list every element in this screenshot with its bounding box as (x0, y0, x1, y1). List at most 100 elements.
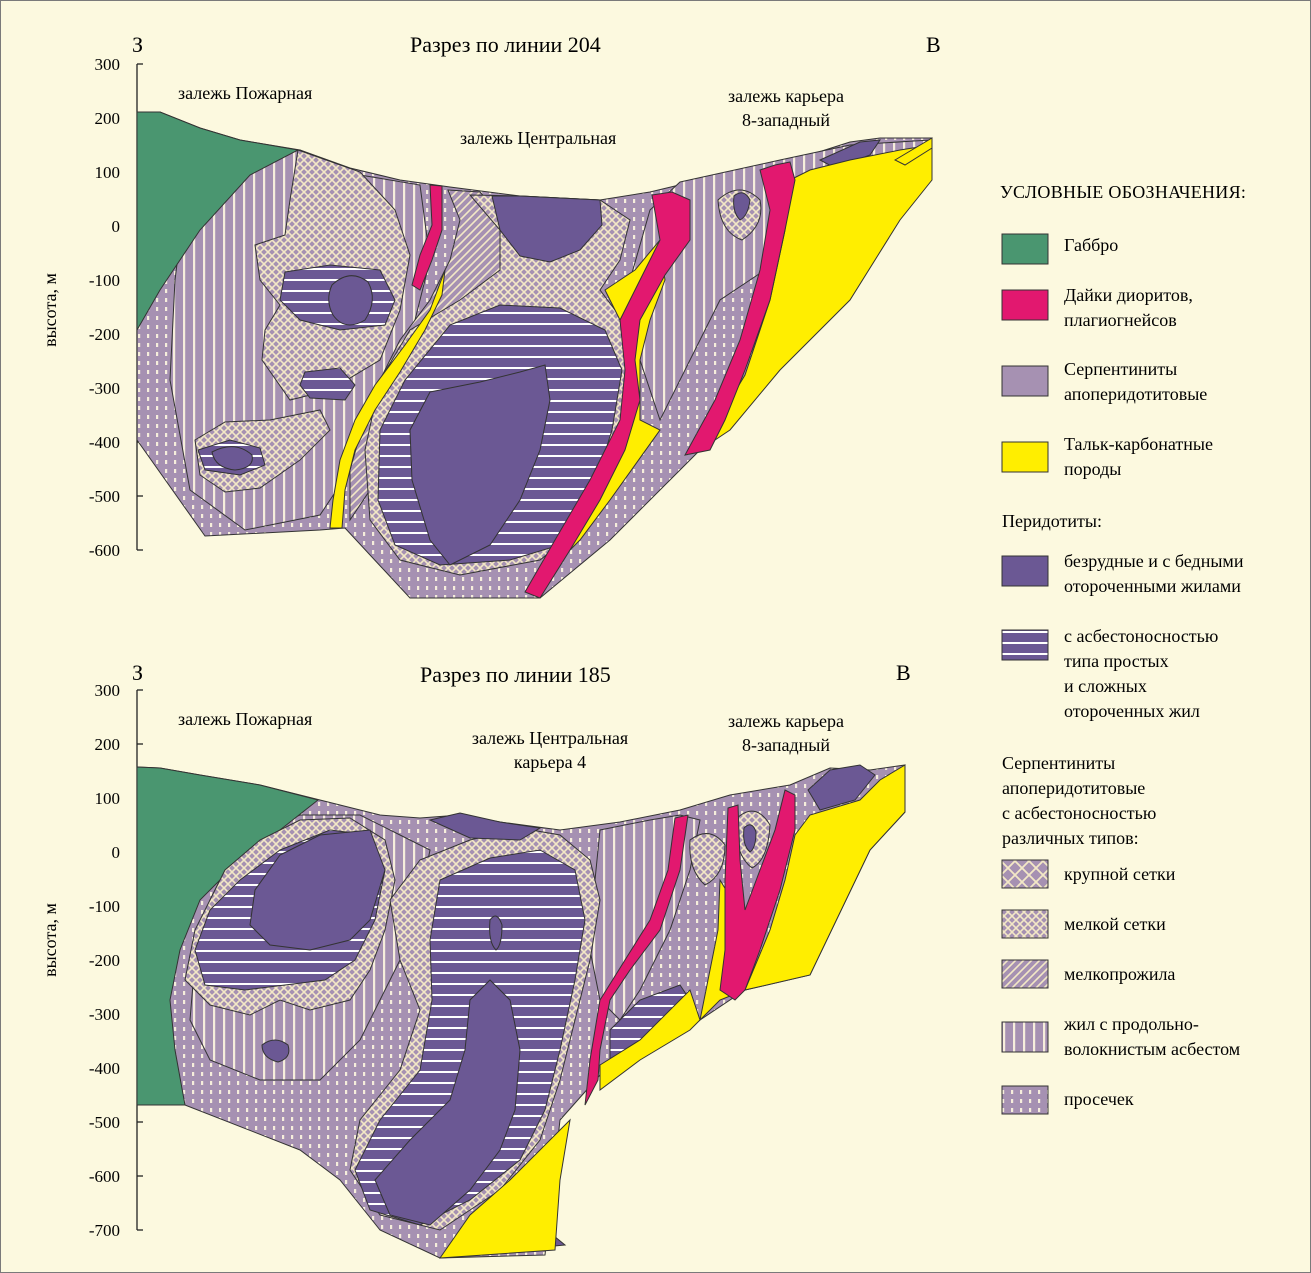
legend-title: УСЛОВНЫЕ ОБОЗНАЧЕНИЯ: (1000, 182, 1246, 202)
deposit-label-quarry-1: залежь карьера (728, 711, 844, 731)
section-title-185: Разрез по линии 185 (420, 662, 611, 687)
peridotite-barren-185-central (374, 979, 521, 1226)
y-tick-labels-204: 300 200 100 0 -100 -200 -300 -400 -500 -… (89, 55, 120, 560)
diorite-dike-east (684, 161, 796, 456)
legend-serp-asb-header-2: апоперидотитовые (1002, 778, 1145, 798)
tick-label: -500 (89, 487, 120, 506)
peridotite-barren-185-east-top (807, 764, 876, 811)
peridotite-barren-left (211, 446, 253, 471)
direction-west-185: З (132, 660, 143, 685)
diorite-dike-center (524, 191, 691, 599)
peridotite-barren-185-pod (261, 1039, 290, 1063)
legend-label-peridotite-barren-1: безрудные и с бедными (1064, 551, 1244, 571)
legend-label-fine-veinlet: мелкопрожила (1064, 964, 1175, 984)
tick-label: 300 (95, 55, 121, 74)
y-axis-label-185: высота, м (40, 903, 60, 977)
legend-label-gabbro: Габбро (1064, 235, 1118, 255)
talc-carbonate-east (699, 144, 933, 451)
serpentinite-fine-mesh-185-east (689, 833, 726, 886)
tick-label: -700 (89, 1221, 120, 1240)
tick-label: -500 (89, 1113, 120, 1132)
legend-swatch-fine-mesh (1001, 909, 1049, 939)
legend-label-peridotite-barren-2: отороченными жилами (1064, 576, 1241, 596)
deposit-label-quarry-2: 8-западный (742, 110, 830, 130)
legend-swatch-gabbro (1001, 233, 1049, 265)
legend-label-peridotite-asbestos-2: типа простых (1064, 651, 1169, 671)
diorite-dike-185-east (719, 789, 796, 1001)
legend-label-peridotite-asbestos-4: отороченных жил (1064, 701, 1200, 721)
tick-label: -200 (89, 325, 120, 344)
section-title-204: Разрез по линии 204 (410, 32, 601, 57)
peridotite-barren-185-west (249, 829, 386, 951)
legend: УСЛОВНЫЕ ОБОЗНАЧЕНИЯ: Габбро Дайки диори… (1000, 182, 1246, 1115)
legend-label-coarse-mesh: крупной сетки (1064, 864, 1176, 884)
deposit-label-pozharnaya: залежь Пожарная (178, 709, 312, 729)
diorite-dike-west (411, 184, 443, 291)
tick-label: 100 (95, 789, 121, 808)
talc-carbonate-west (329, 269, 446, 529)
tick-label: -100 (89, 897, 120, 916)
legend-label-cross-fiber-2: волокнистым асбестом (1064, 1039, 1240, 1059)
tick-label: -400 (89, 1059, 120, 1078)
tick-label: 100 (95, 163, 121, 182)
legend-swatch-talc (1001, 441, 1049, 473)
section-204-labels: Разрез по линии 204 З В залежь Пожарная … (132, 32, 941, 148)
tick-label: 0 (112, 217, 121, 236)
deposit-label-central: залежь Центральная (460, 128, 616, 148)
section-204: 300 200 100 0 -100 -200 -300 -400 -500 -… (40, 55, 933, 599)
legend-label-peridotite-asbestos-3: и сложных (1064, 676, 1147, 696)
legend-swatch-fine-veinlet (1001, 959, 1049, 989)
tick-label: -200 (89, 951, 120, 970)
legend-serp-asb-header-1: Серпентиниты (1002, 753, 1115, 773)
y-tick-labels-185: 300 200 100 0 -100 -200 -300 -400 -500 -… (89, 681, 120, 1240)
direction-west-204: З (132, 32, 143, 57)
legend-label-talc-1: Тальк-карбонатные (1064, 434, 1213, 454)
talc-carbonate-185-mid (599, 989, 701, 1091)
legend-swatch-serpentinite (1001, 365, 1049, 397)
peridotite-barren-central (409, 364, 551, 566)
deposit-label-central-1: залежь Центральная (472, 728, 628, 748)
legend-swatch-dikes (1001, 289, 1049, 321)
gabbro-body-204 (136, 111, 300, 332)
peridotite-barren-east-pod (733, 192, 751, 221)
peridotite-barren-185-sliver (489, 915, 503, 951)
deposit-label-quarry-1: залежь карьера (728, 86, 844, 106)
direction-east-204: В (926, 32, 941, 57)
y-axis-label-204: высота, м (40, 273, 60, 347)
peridotite-barren-top (491, 195, 603, 263)
legend-label-peridotite-asbestos-1: с асбестоносностью (1064, 626, 1218, 646)
peridotite-barren-pod (328, 275, 373, 326)
talc-carbonate-185-east (744, 764, 906, 991)
legend-swatch-coarse-mesh (1001, 859, 1049, 889)
tick-label: -300 (89, 1005, 120, 1024)
legend-peridotites-header: Перидотиты: (1002, 511, 1102, 531)
legend-label-fine-mesh: мелкой сетки (1064, 914, 1166, 934)
deposit-label-quarry-2: 8-западный (742, 735, 830, 755)
tick-label: -600 (89, 1167, 120, 1186)
legend-label-cross-fiber-1: жил с продольно- (1063, 1014, 1199, 1034)
deposit-label-central-2: карьера 4 (514, 752, 586, 772)
peridotite-barren-185-top (428, 812, 542, 841)
tick-label: 0 (112, 843, 121, 862)
tick-label: -100 (89, 271, 120, 290)
legend-label-serpentinite-1: Серпентиниты (1064, 359, 1177, 379)
section-185-labels: Разрез по линии 185 З В залежь Пожарная … (132, 660, 911, 772)
direction-east-185: В (896, 660, 911, 685)
diorite-dike-185-center (584, 814, 689, 1106)
legend-serp-asb-header-3: с асбестоносностью (1002, 803, 1156, 823)
legend-label-talc-2: породы (1064, 459, 1121, 479)
legend-swatch-peridotite-barren (1001, 555, 1049, 587)
tick-label: -400 (89, 433, 120, 452)
legend-label-prosechki: просечек (1064, 1089, 1134, 1109)
legend-swatch-prosechki (1001, 1085, 1049, 1115)
talc-carbonate-185-bottom (438, 1118, 571, 1259)
section-185: 300 200 100 0 -100 -200 -300 -400 -500 -… (40, 681, 906, 1259)
tick-label: -600 (89, 541, 120, 560)
legend-label-dikes-1: Дайки диоритов, (1064, 285, 1193, 305)
legend-swatch-peridotite-asbestos (1001, 629, 1049, 661)
tick-label: 200 (95, 109, 121, 128)
legend-label-serpentinite-2: апоперидотитовые (1064, 384, 1207, 404)
peridotite-barren-185-east-pod (743, 824, 757, 853)
tick-label: 300 (95, 681, 121, 700)
